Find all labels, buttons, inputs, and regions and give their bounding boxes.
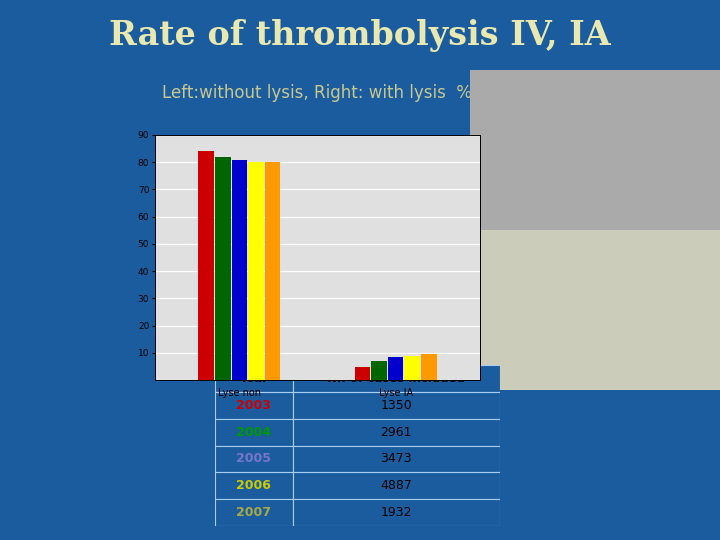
Bar — [215, 499, 293, 526]
Bar — [199, 151, 214, 380]
Text: 2003: 2003 — [236, 399, 271, 412]
Bar — [265, 162, 280, 380]
Bar — [232, 159, 247, 380]
Text: 1932: 1932 — [381, 506, 412, 519]
Bar — [248, 162, 264, 380]
Bar — [293, 446, 500, 472]
Bar — [388, 357, 403, 380]
Bar — [215, 365, 293, 392]
Text: 4887: 4887 — [380, 479, 413, 492]
Bar — [293, 499, 500, 526]
Text: Left:without lysis, Right: with lysis  %: Left:without lysis, Right: with lysis % — [162, 84, 472, 102]
Text: Nr. of cases included: Nr. of cases included — [328, 372, 465, 385]
Text: 2961: 2961 — [381, 426, 412, 438]
Text: 3473: 3473 — [380, 453, 412, 465]
Bar — [215, 392, 293, 418]
Bar — [470, 230, 720, 390]
Text: 2004: 2004 — [236, 426, 271, 438]
Bar — [421, 354, 436, 380]
Text: 2005: 2005 — [236, 453, 271, 465]
Bar — [293, 365, 500, 392]
Bar — [215, 418, 293, 445]
Bar — [215, 446, 293, 472]
Bar — [293, 472, 500, 499]
Text: 1350: 1350 — [380, 399, 412, 412]
Bar — [215, 472, 293, 499]
Text: Year: Year — [239, 372, 269, 385]
Text: 2007: 2007 — [236, 506, 271, 519]
Bar — [293, 418, 500, 445]
Bar — [293, 392, 500, 418]
Text: Rate of thrombolysis IV, IA: Rate of thrombolysis IV, IA — [109, 19, 611, 52]
Bar — [215, 157, 230, 380]
Text: 2006: 2006 — [236, 479, 271, 492]
Bar — [355, 367, 370, 380]
Bar — [405, 356, 420, 380]
Bar — [470, 70, 720, 230]
Bar — [372, 361, 387, 380]
